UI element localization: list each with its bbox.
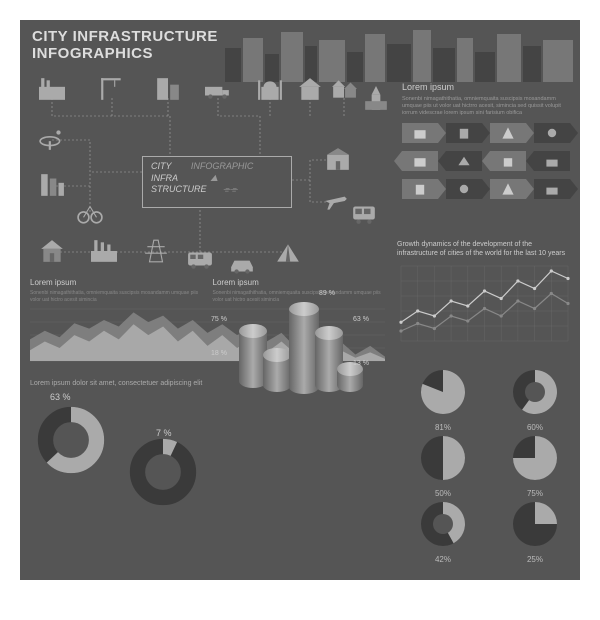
- flow-title: Lorem ipsum: [402, 82, 572, 92]
- pie-chart: 81%: [409, 368, 477, 432]
- mosque-icon: [256, 76, 284, 102]
- pie-chart: 50%: [409, 434, 477, 498]
- center-label-box: CITY INFOGRAPHIC INFRA ⛰ STRUCTURE ⌯⌯: [142, 156, 292, 208]
- main-title: CITY INFRASTRUCTURE INFOGRAPHICS: [32, 28, 218, 62]
- bus-icon: [186, 246, 214, 272]
- station-icon: [324, 146, 352, 172]
- cylinder-label: 63 %: [353, 316, 369, 323]
- donut-label: 7 %: [156, 428, 172, 438]
- plant-icon: [90, 238, 118, 264]
- flow-body: Sonenbi nimagathithatia, omniemquaita su…: [402, 96, 572, 117]
- car-icon: [228, 252, 256, 278]
- pie-charts-grid: 81% 60% 50% 75% 42% 25%: [397, 368, 572, 568]
- factory-icon: [38, 76, 66, 102]
- pie-label: 50%: [409, 489, 477, 498]
- pie-label: 81%: [409, 423, 477, 432]
- cylinder-chart: 75 %18 %89 %63 %13 %: [215, 288, 385, 408]
- church-icon: [362, 86, 390, 112]
- cylinder-label: 75 %: [211, 316, 227, 323]
- house2-icon: [38, 238, 66, 264]
- pie-label: 75%: [501, 489, 569, 498]
- concept-diagram: CITY INFOGRAPHIC INFRA ⛰ STRUCTURE ⌯⌯: [30, 72, 385, 272]
- donut-label: 63 %: [50, 392, 71, 402]
- cylinder-label: 13 %: [353, 360, 369, 367]
- towers-icon: [38, 172, 66, 198]
- cylinder-bar: [263, 348, 291, 392]
- satellite-icon: [38, 126, 66, 152]
- donut-chart: [122, 438, 204, 511]
- houses-icon: [330, 76, 358, 102]
- pie-chart: 42%: [409, 500, 477, 564]
- bikes-icon: [76, 200, 104, 226]
- line-chart: [397, 262, 572, 347]
- line-chart-title: Growth dynamics of the development of th…: [397, 240, 572, 258]
- pie-chart: 60%: [501, 368, 569, 432]
- pie-label: 60%: [501, 423, 569, 432]
- title-line1: CITY INFRASTRUCTURE: [32, 28, 218, 45]
- pie-chart: 25%: [501, 500, 569, 564]
- donut-chart: [30, 406, 112, 479]
- donut-charts: 63 % 7 %: [30, 398, 202, 568]
- flow-section: Lorem ipsum Sonenbi nimagathithatia, omn…: [402, 82, 572, 232]
- pie-label: 25%: [501, 555, 569, 564]
- line-chart-section: Growth dynamics of the development of th…: [397, 240, 572, 360]
- office-icon: [154, 76, 182, 102]
- truck-icon: [204, 76, 232, 102]
- pie-label: 42%: [409, 555, 477, 564]
- train-icon: [350, 200, 378, 226]
- flow-arrows: [402, 123, 572, 213]
- pylon-icon: [142, 238, 170, 264]
- title-line2: INFOGRAPHICS: [32, 45, 153, 62]
- crane-icon: [98, 76, 126, 102]
- house-icon: [296, 76, 324, 102]
- tent-icon: [274, 240, 302, 266]
- infographic-canvas: CITY INFRASTRUCTURE INFOGRAPHICS: [20, 20, 580, 580]
- cylinder-label: 89 %: [319, 290, 335, 297]
- cylinder-label: 18 %: [211, 350, 227, 357]
- pie-chart: 75%: [501, 434, 569, 498]
- plane-icon: [322, 188, 350, 214]
